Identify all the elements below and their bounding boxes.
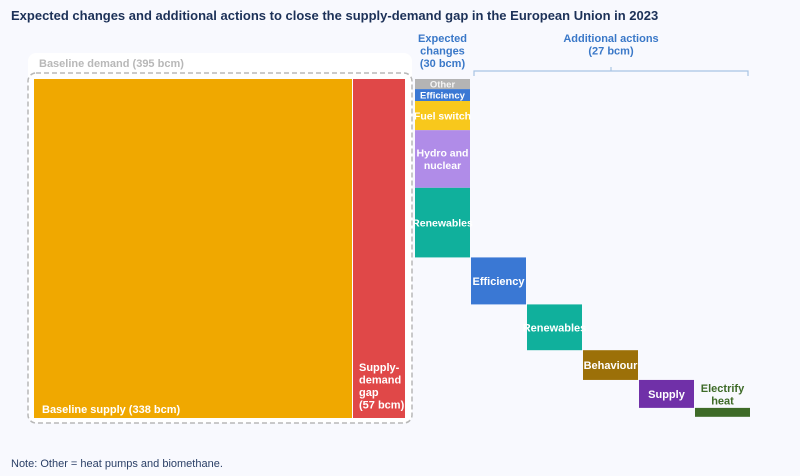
- expected-label-renewables: Renewables: [412, 217, 473, 229]
- expected-changes-header: Expected changes (30 bcm): [418, 33, 467, 70]
- additional-label-electrify-heat: Electrify heat: [701, 383, 745, 408]
- expected-bar-other: [415, 79, 470, 90]
- additional-label-efficiency: Efficiency: [473, 276, 526, 288]
- expected-bar-fuel-switch: [415, 101, 470, 131]
- baseline-supply-label: Baseline supply (338 bcm): [42, 404, 180, 416]
- baseline-supply-bar: [34, 79, 352, 418]
- expected-bar-hydro-and-nuclear: [415, 130, 470, 188]
- expected-label-efficiency: Efficiency: [420, 90, 466, 101]
- expected-label-fuel-switch: Fuel switch: [414, 110, 471, 122]
- expected-label-hydro-and-nuclear: Hydro and nuclear: [417, 148, 469, 173]
- expected-label-other: Other: [430, 79, 456, 90]
- expected-bar-renewables: [415, 187, 470, 258]
- chart-title: Expected changes and additional actions …: [11, 8, 659, 23]
- additional-actions-header: Additional actions (27 bcm): [563, 33, 658, 58]
- additional-actions-bracket: [473, 70, 749, 76]
- additional-label-supply: Supply: [648, 389, 686, 401]
- additional-bar-behaviour: [583, 350, 638, 380]
- additional-bar-renewables: [527, 304, 582, 351]
- expected-bar-efficiency: [415, 89, 470, 102]
- supply-demand-gap-label: Supply-demand gap (57 bcm): [359, 362, 405, 412]
- additional-label-renewables: Renewables: [523, 322, 587, 334]
- demand-dashed-border: [27, 72, 413, 424]
- additional-bar-efficiency: [471, 257, 526, 305]
- additional-bar-electrify-heat: [695, 407, 750, 417]
- baseline-demand-label: Baseline demand (395 bcm): [39, 58, 184, 70]
- additional-bar-supply: [639, 379, 694, 408]
- additional-label-behaviour: Behaviour: [584, 360, 639, 372]
- supply-demand-gap-bar: [353, 79, 405, 418]
- chart-note: Note: Other = heat pumps and biomethane.: [11, 458, 223, 470]
